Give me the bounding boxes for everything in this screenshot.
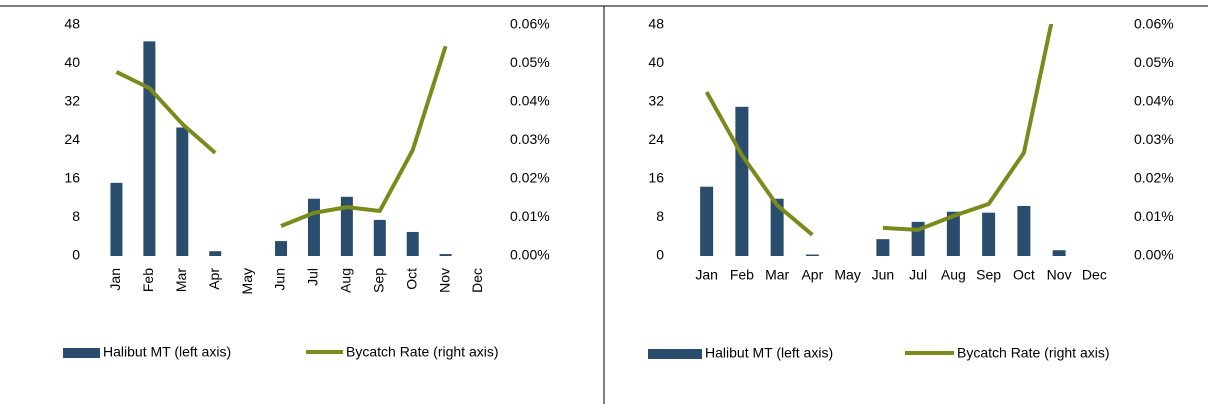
bar [700, 186, 714, 256]
x-tick-label: Nov [436, 268, 452, 293]
y-tick-label: 24 [648, 131, 664, 147]
y-tick-label: 0 [72, 247, 80, 263]
legend-label: Bycatch Rate (right axis) [957, 345, 1110, 361]
y-tick-label: 16 [64, 170, 80, 186]
x-tick-label: Apr [801, 267, 823, 283]
y2-tick-label: 0.01% [510, 208, 550, 224]
x-tick-label: Dec [1082, 267, 1107, 283]
x-tick-label: Sep [976, 267, 1001, 283]
bar [373, 219, 386, 256]
x-tick-label: Aug [941, 267, 966, 283]
y-tick-label: 16 [648, 170, 664, 186]
line [115, 45, 448, 228]
y2-tick-label: 0.00% [1134, 247, 1174, 263]
y2-tick-label: 0.03% [1134, 131, 1174, 147]
x-tick-label: Jan [107, 268, 123, 291]
bar [770, 198, 784, 256]
bar [1017, 205, 1031, 256]
bar [275, 241, 288, 256]
legend-label: Halibut MT (left axis) [705, 345, 833, 361]
x-tick-label: Jan [695, 267, 718, 283]
y-tick-label: 32 [64, 93, 80, 109]
y2-tick-label: 0.06% [510, 16, 550, 32]
bar [805, 254, 819, 256]
x-tick-label: Feb [140, 268, 156, 292]
y2-tick-label: 0.05% [510, 54, 550, 70]
y2-tick-label: 0.03% [510, 131, 550, 147]
y-tick-label: 24 [64, 131, 80, 147]
y-tick-label: 40 [64, 54, 80, 70]
x-tick-label: Aug [338, 268, 354, 293]
bar [946, 211, 960, 256]
y2-tick-label: 0.05% [1134, 54, 1174, 70]
y-tick-label: 32 [648, 93, 664, 109]
x-tick-label: Jun [272, 268, 288, 291]
x-tick-label: Jul [305, 268, 321, 286]
y2-tick-label: 0.02% [1134, 170, 1174, 186]
bar [406, 231, 419, 256]
bar [1052, 250, 1066, 256]
y2-tick-label: 0.01% [1134, 208, 1174, 224]
legend-label: Halibut MT (left axis) [103, 344, 231, 360]
x-tick-label: Sep [370, 268, 386, 293]
y-tick-label: 48 [648, 16, 664, 32]
y-tick-label: 8 [656, 208, 664, 224]
bar [735, 106, 749, 256]
bar [176, 127, 189, 256]
x-tick-label: Nov [1047, 267, 1072, 283]
bar [307, 198, 320, 256]
y-tick-label: 48 [64, 16, 80, 32]
x-tick-label: Apr [206, 268, 222, 290]
x-tick-label: May [834, 267, 860, 283]
bar [340, 196, 353, 256]
bar [876, 239, 890, 256]
line [704, 24, 1054, 237]
y2-tick-label: 0.04% [510, 93, 550, 109]
plot [110, 41, 452, 256]
x-tick-label: Mar [173, 268, 189, 292]
bar [982, 212, 996, 256]
bar [110, 182, 123, 256]
legend-swatch [648, 349, 702, 359]
x-tick-label: Mar [765, 267, 789, 283]
x-tick-label: Feb [730, 267, 754, 283]
plot [700, 24, 1066, 256]
y-tick-label: 8 [72, 208, 80, 224]
bar [209, 251, 222, 256]
y2-tick-label: 0.00% [510, 247, 550, 263]
y2-tick-label: 0.06% [1134, 16, 1174, 32]
x-tick-label: May [239, 268, 255, 294]
bar [143, 41, 156, 256]
y-tick-label: 0 [656, 247, 664, 263]
legend-swatch [63, 348, 100, 358]
x-tick-label: Jul [909, 267, 927, 283]
y2-tick-label: 0.04% [1134, 93, 1174, 109]
x-tick-label: Jun [872, 267, 895, 283]
x-tick-label: Dec [469, 268, 485, 293]
y-tick-label: 40 [648, 54, 664, 70]
x-tick-label: Oct [403, 268, 419, 290]
bar [439, 254, 452, 256]
legend-label: Bycatch Rate (right axis) [346, 344, 499, 360]
x-tick-label: Oct [1013, 267, 1035, 283]
y2-tick-label: 0.02% [510, 170, 550, 186]
